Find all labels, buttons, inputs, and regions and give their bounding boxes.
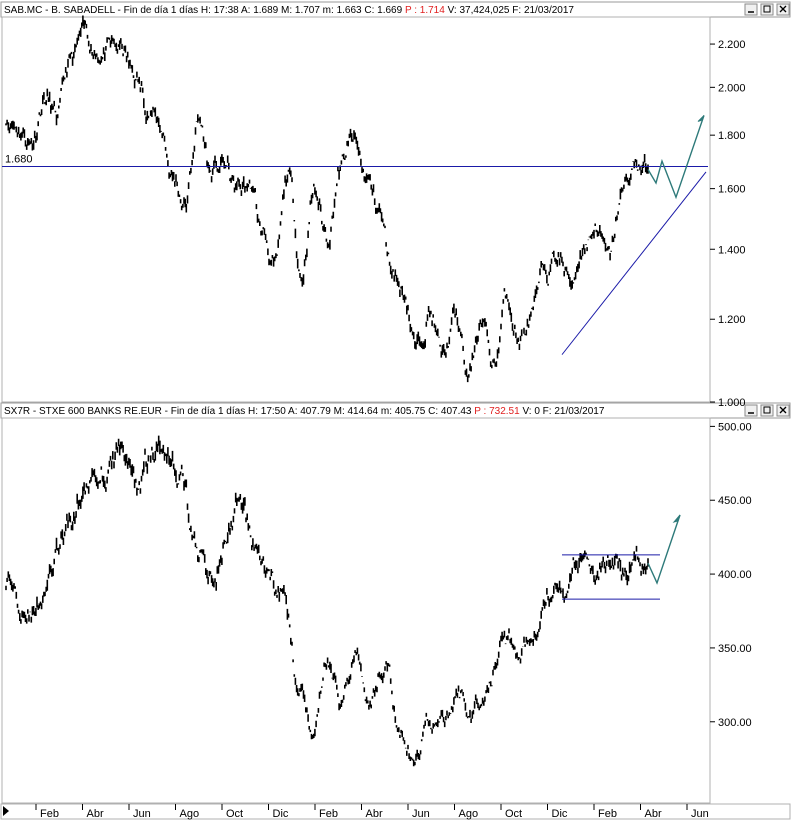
x-tick-label: Ago bbox=[459, 808, 479, 820]
header-p-value: P : 732.51 bbox=[474, 406, 520, 417]
x-tick-label: Jun bbox=[691, 808, 709, 820]
y-tick-label: 350.00 bbox=[718, 643, 752, 655]
time-axis: Feb Abr Jun Ago Oct Dic Feb Abr Jun Ago Oct Dic Feb A… bbox=[0, 803, 791, 820]
y-tick-label: 1.200 bbox=[718, 314, 746, 326]
x-tick-label: Feb bbox=[40, 808, 59, 820]
header-p-value: P : 1.714 bbox=[405, 5, 445, 16]
projection-arrow-icon bbox=[697, 115, 705, 122]
y-tick-label: 1.800 bbox=[718, 130, 746, 142]
x-tick-label: Abr bbox=[645, 808, 662, 820]
price-panel-banks: 300.00 350.00 400.00 450.00 500.00 bbox=[1, 417, 752, 804]
y-tick-label: 1.600 bbox=[718, 184, 746, 196]
x-tick-label: Ago bbox=[180, 808, 200, 820]
maximize-icon[interactable] bbox=[760, 404, 774, 417]
projection-path bbox=[647, 115, 705, 200]
x-tick-label: Dic bbox=[273, 808, 289, 820]
plot-frame bbox=[1, 16, 711, 403]
price-bars bbox=[5, 15, 649, 383]
y-tick-label: 450.00 bbox=[718, 495, 752, 507]
support-trendline bbox=[561, 171, 707, 355]
maximize-icon[interactable] bbox=[760, 3, 774, 16]
price-panel-sabadell: 1.000 1.200 1.400 1.600 1.800 2.000 2.200 1.680 bbox=[1, 15, 746, 409]
x-tick-label: Oct bbox=[505, 808, 522, 820]
close-icon[interactable] bbox=[776, 404, 790, 417]
y-tick-label: 2.000 bbox=[718, 82, 746, 94]
x-tick-label: Abr bbox=[87, 808, 104, 820]
projection-path bbox=[647, 514, 681, 585]
header-volume-date: V: 37,424,025 F: 21/03/2017 bbox=[445, 5, 575, 16]
panel-header-text: SAB.MC - B. SABADELL - Fin de día 1 días… bbox=[4, 5, 574, 16]
time-axis-bar bbox=[0, 803, 791, 820]
header-values: SAB.MC - B. SABADELL - Fin de día 1 días… bbox=[4, 5, 405, 16]
axis-play-icon bbox=[3, 806, 9, 816]
x-tick-label: Oct bbox=[226, 808, 243, 820]
projection-arrow-icon bbox=[672, 514, 681, 523]
y-tick-label: 500.00 bbox=[718, 421, 752, 433]
minimize-icon[interactable] bbox=[744, 404, 758, 417]
x-tick-label: Dic bbox=[552, 808, 568, 820]
y-tick-label: 1.000 bbox=[718, 397, 746, 409]
x-tick-label: Feb bbox=[598, 808, 617, 820]
y-tick-label: 400.00 bbox=[718, 569, 752, 581]
price-bars bbox=[5, 435, 649, 767]
plot-frame bbox=[1, 417, 711, 804]
panel-header-text: SX7R - STXE 600 BANKS RE.EUR - Fin de dí… bbox=[4, 406, 605, 417]
y-tick-label: 300.00 bbox=[718, 717, 752, 729]
panel-header-sabadell: SAB.MC - B. SABADELL - Fin de día 1 días… bbox=[0, 1, 791, 18]
x-tick-label: Jun bbox=[133, 808, 151, 820]
minimize-icon[interactable] bbox=[744, 3, 758, 16]
y-tick-label: 1.400 bbox=[718, 244, 746, 256]
x-tick-label: Feb bbox=[319, 808, 338, 820]
header-volume-date: V: 0 F: 21/03/2017 bbox=[520, 406, 605, 417]
x-tick-label: Jun bbox=[412, 808, 430, 820]
close-icon[interactable] bbox=[776, 3, 790, 16]
resistance-label: 1.680 bbox=[5, 153, 33, 165]
y-tick-label: 2.200 bbox=[718, 39, 746, 51]
panel-header-banks: SX7R - STXE 600 BANKS RE.EUR - Fin de dí… bbox=[0, 402, 791, 419]
header-values: SX7R - STXE 600 BANKS RE.EUR - Fin de dí… bbox=[4, 406, 474, 417]
x-tick-label: Abr bbox=[366, 808, 383, 820]
